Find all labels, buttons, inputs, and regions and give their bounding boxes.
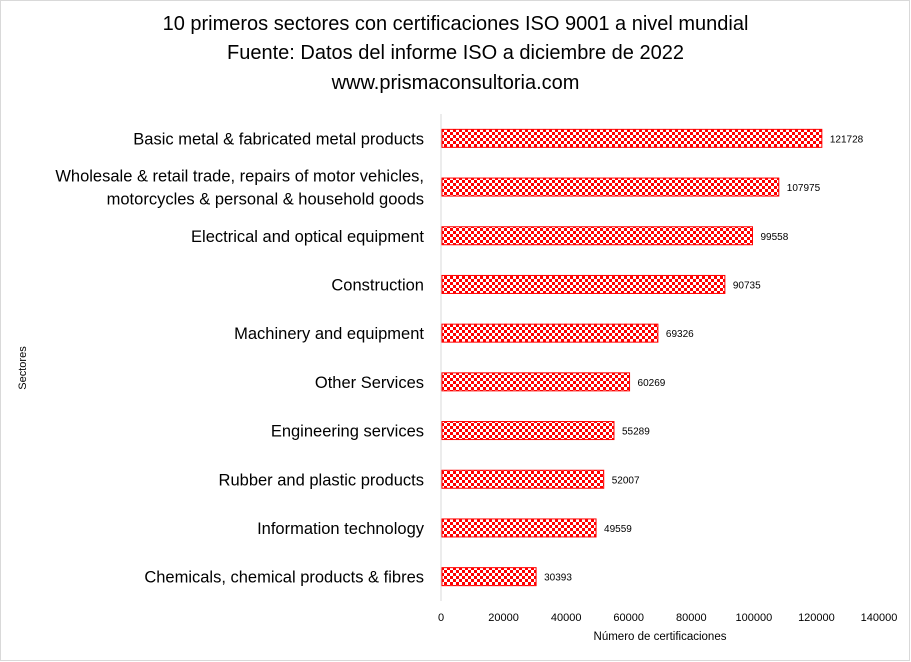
category-label: Wholesale & retail trade, repairs of mot… xyxy=(55,168,424,186)
x-tick-label: 40000 xyxy=(551,612,582,624)
data-label: 49559 xyxy=(604,524,632,535)
x-tick-label: 0 xyxy=(438,612,444,624)
category-label: Electrical and optical equipment xyxy=(191,228,424,246)
chart-caption-url: www.prismaconsultoria.com xyxy=(331,72,580,94)
data-label: 30393 xyxy=(544,573,572,584)
category-label: Basic metal & fabricated metal products xyxy=(133,130,424,148)
bar xyxy=(441,323,659,343)
category-label: motorcycles & personal & household goods xyxy=(107,191,424,209)
bar xyxy=(441,469,605,489)
data-label: 107975 xyxy=(787,183,821,194)
bar xyxy=(441,421,615,441)
category-label: Machinery and equipment xyxy=(234,325,424,343)
data-label: 90735 xyxy=(733,280,761,291)
x-tick-label: 140000 xyxy=(861,612,898,624)
x-tick-label: 80000 xyxy=(676,612,707,624)
data-label: 69326 xyxy=(666,329,694,340)
category-label: Information technology xyxy=(257,520,425,538)
bar xyxy=(441,518,597,538)
category-label: Engineering services xyxy=(271,423,424,441)
data-label: 60269 xyxy=(638,378,666,389)
x-axis-label: Número de certificaciones xyxy=(594,631,727,643)
chart-subtitle: Fuente: Datos del informe ISO a diciembr… xyxy=(227,42,684,64)
category-label: Rubber and plastic products xyxy=(219,471,424,489)
x-tick-label: 120000 xyxy=(798,612,835,624)
bar xyxy=(441,274,726,294)
data-label: 99558 xyxy=(760,232,788,243)
bar xyxy=(441,128,823,148)
category-label: Construction xyxy=(331,276,424,294)
x-tick-label: 20000 xyxy=(488,612,519,624)
bar xyxy=(441,226,753,246)
data-label: 52007 xyxy=(612,475,640,486)
category-label: Other Services xyxy=(315,374,424,392)
x-tick-label: 100000 xyxy=(735,612,772,624)
chart-title: 10 primeros sectores con certificaciones… xyxy=(162,13,749,35)
bar xyxy=(441,177,780,197)
bar xyxy=(441,372,631,392)
category-label: Chemicals, chemical products & fibres xyxy=(144,569,424,587)
data-label: 121728 xyxy=(830,134,864,145)
bar xyxy=(441,567,537,587)
data-label: 55289 xyxy=(622,427,650,438)
x-tick-label: 60000 xyxy=(613,612,644,624)
